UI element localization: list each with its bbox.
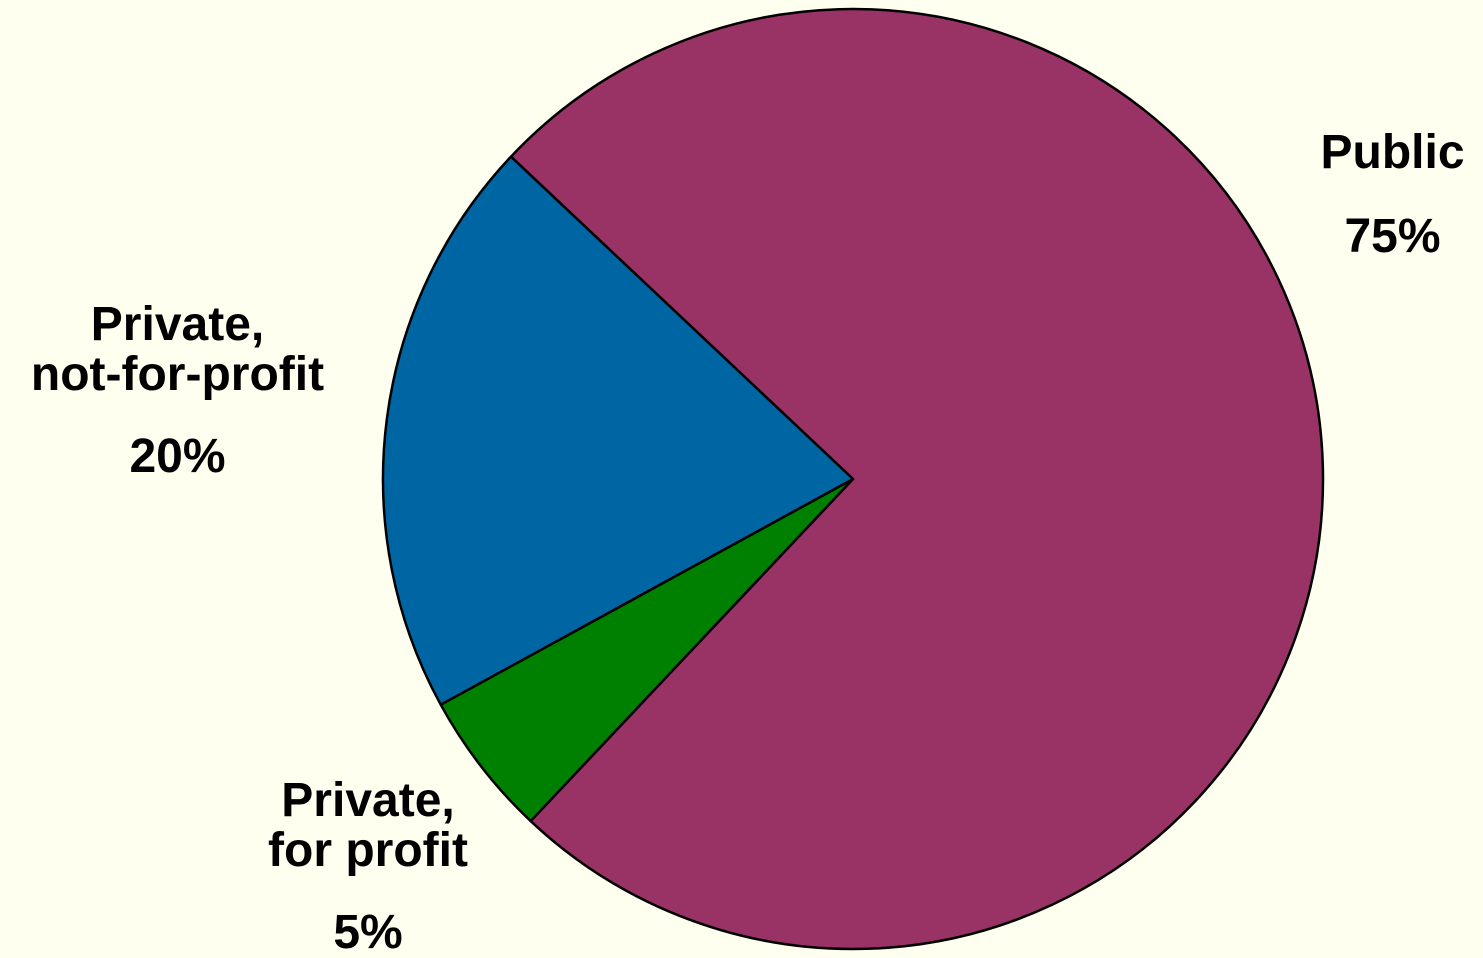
slice-label-private-for-profit-value: 5%: [333, 906, 403, 958]
pie-slices: [381, 7, 1325, 951]
slice-label-private-not-for-profit: Private, not-for-profit 20%: [10, 300, 345, 482]
slice-label-public-value: 75%: [1344, 210, 1441, 263]
pie-slice-private-not-for-profit: [381, 155, 855, 706]
slice-label-private-not-for-profit-line2: not-for-profit: [30, 348, 325, 401]
slice-label-private-for-profit-line1: Private,: [281, 774, 455, 827]
pie-slice-private-for-profit: [439, 477, 855, 823]
slice-label-private-not-for-profit-line1: Private,: [90, 298, 265, 351]
slice-label-public: Public 75%: [1290, 128, 1483, 262]
slice-label-private-for-profit-line2: for profit: [268, 824, 468, 877]
pie-slice-public: [509, 7, 1325, 951]
slice-label-public-name: Public: [1320, 126, 1465, 179]
slice-label-private-for-profit: Private, for profit 5%: [243, 776, 493, 958]
slice-label-private-not-for-profit-value: 20%: [129, 430, 226, 483]
